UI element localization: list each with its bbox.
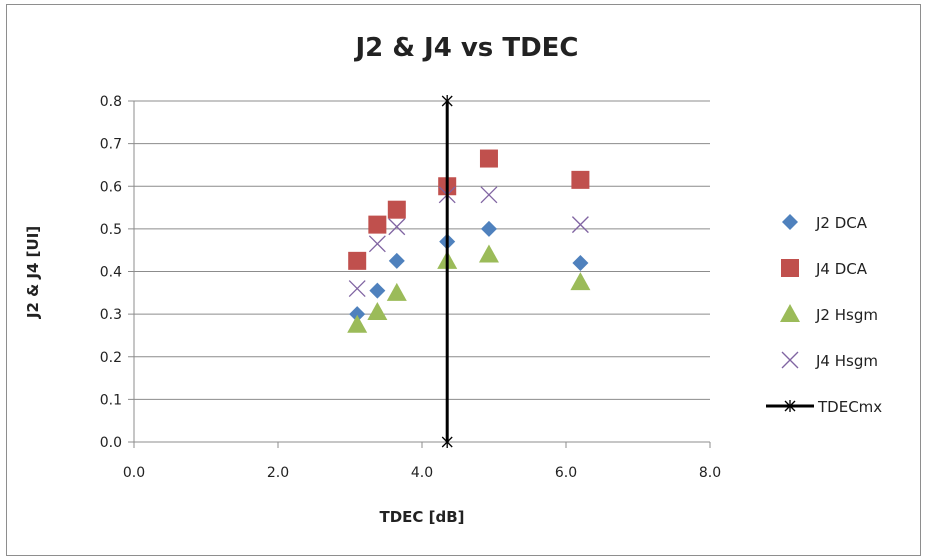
legend-marker [782,214,798,230]
x-stroke [571,216,589,234]
y-tick-label: 0.4 [100,265,122,281]
y-tick-label: 0.0 [100,435,122,451]
legend-item-j2-dca: J2 DCA [782,214,868,232]
series-j2-hsgm [347,244,591,333]
legend-marker [781,259,799,277]
chart-frame [6,4,921,556]
legend-label: J4 DCA [815,260,868,278]
data-series [347,95,591,448]
data-point-j2-dca [480,220,497,237]
x-tick-label: 8.0 [699,465,721,481]
series-tdecmx [441,95,453,448]
data-point-j4-dca [479,149,498,168]
y-tick-label: 0.1 [100,392,122,408]
series-j4-hsgm [348,186,589,298]
data-point-j4-dca [387,200,406,219]
x-axis-title: TDEC [dB] [379,508,464,526]
y-tick-label: 0.3 [100,307,122,323]
data-point-j4-hsgm [480,186,498,204]
legend-label: TDECmx [817,398,882,416]
y-tick-label: 0.8 [100,94,122,110]
y-tick-label: 0.2 [100,350,122,366]
x-tick-label: 6.0 [555,465,577,481]
x-tick-label: 0.0 [123,465,145,481]
data-point-j2-dca [369,282,386,299]
y-axis-title: J2 & J4 [UI] [24,226,42,319]
y-tick-label: 0.6 [100,179,122,195]
legend-label: J2 DCA [815,214,868,232]
legend-marker [781,351,799,369]
data-point-j2-hsgm [570,272,591,291]
data-point-j4-hsgm [368,235,386,253]
x-tick-label: 2.0 [267,465,289,481]
legend-item-j4-hsgm: J4 Hsgm [781,351,878,370]
y-tick-label: 0.5 [100,222,122,238]
x-stroke [781,351,799,369]
x-tick-label: 4.0 [411,465,433,481]
tdecmx-point [441,95,453,107]
chart-title: J2 & J4 vs TDEC [354,33,579,63]
data-point-j2-hsgm [367,301,388,320]
legend-label: J4 Hsgm [815,352,878,370]
data-point-j4-hsgm [571,216,589,234]
data-point-j4-hsgm [388,218,406,236]
data-point-j2-dca [349,306,366,323]
legend-label: J2 Hsgm [815,306,878,324]
data-point-j2-hsgm [347,314,368,333]
series-j4-dca [348,149,590,270]
legend-item-j2-hsgm: J2 Hsgm [780,304,878,324]
data-point-j4-dca [368,215,387,234]
legend-item-j4-dca: J4 DCA [781,259,868,278]
legend: J2 DCA J4 DCA J2 Hsgm J4 Hsgm TDECmx [766,214,882,416]
legend-marker [784,400,796,412]
data-point-j2-hsgm [386,282,407,301]
data-point-j4-hsgm [348,280,366,298]
data-point-j2-dca [388,252,405,269]
tdecmx-point [441,436,453,448]
legend-item-tdecmx: TDECmx [766,398,882,416]
data-point-j4-dca [571,170,590,189]
x-stroke [368,235,386,253]
x-stroke [388,218,406,236]
x-stroke [348,280,366,298]
grid-lines [134,100,710,400]
y-tick-label: 0.7 [100,137,122,153]
legend-marker [780,304,800,322]
axes [128,100,711,448]
x-stroke [480,186,498,204]
data-point-j4-dca [348,251,367,270]
tick-labels: 0.0 0.1 0.2 0.3 0.4 0.5 0.6 0.7 0.8 0.0 2.0 4.0 6.0 8… [100,94,721,481]
data-point-j2-dca [572,254,589,271]
data-point-j2-hsgm [478,244,499,263]
